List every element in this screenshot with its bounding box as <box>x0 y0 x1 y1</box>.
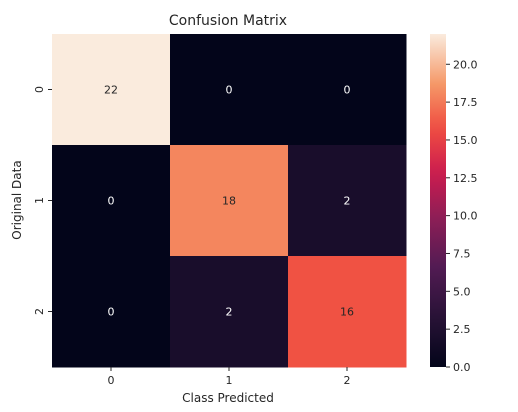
heatmap-cell <box>52 34 171 146</box>
cell-value-label: 0 <box>226 84 233 97</box>
colorbar <box>430 34 446 367</box>
cell-value-label: 22 <box>104 84 118 97</box>
heatmap-cell <box>170 34 289 146</box>
colorbar-tick-label: 2.5 <box>453 323 471 336</box>
y-axis-label: Original Data <box>10 160 24 239</box>
cell-value-label: 2 <box>226 306 233 319</box>
colorbar-tick-label: 0.0 <box>453 361 471 374</box>
y-tick-label: 1 <box>33 197 46 204</box>
cell-value-label: 0 <box>108 306 115 319</box>
colorbar-tick-label: 17.5 <box>453 96 478 109</box>
cell-value-label: 16 <box>340 306 354 319</box>
cell-value-label: 18 <box>222 195 236 208</box>
x-axis-label: Class Predicted <box>182 391 274 405</box>
colorbar-tick-label: 7.5 <box>453 247 471 260</box>
y-tick-label: 2 <box>33 308 46 315</box>
cell-value-label: 0 <box>344 84 351 97</box>
cell-value-label: 0 <box>108 195 115 208</box>
cell-value-label: 2 <box>344 195 351 208</box>
y-tick-label: 0 <box>33 86 46 93</box>
colorbar-tick-label: 20.0 <box>453 58 478 71</box>
x-tick-label: 0 <box>108 374 115 387</box>
colorbar-tick-label: 10.0 <box>453 210 478 223</box>
heatmap-cell <box>288 34 407 146</box>
heatmap-cell <box>170 256 289 368</box>
colorbar-tick-label: 15.0 <box>453 134 478 147</box>
colorbar-tick-label: 5.0 <box>453 285 471 298</box>
heatmap-cell <box>52 145 171 257</box>
x-tick-label: 2 <box>344 374 351 387</box>
chart-title: Confusion Matrix <box>169 13 287 29</box>
heatmap-cell <box>288 256 407 368</box>
heatmap-cell <box>288 145 407 257</box>
heatmap-cell <box>52 256 171 368</box>
x-tick-label: 1 <box>226 374 233 387</box>
colorbar-tick-label: 12.5 <box>453 172 478 185</box>
heatmap-cell <box>170 145 289 257</box>
